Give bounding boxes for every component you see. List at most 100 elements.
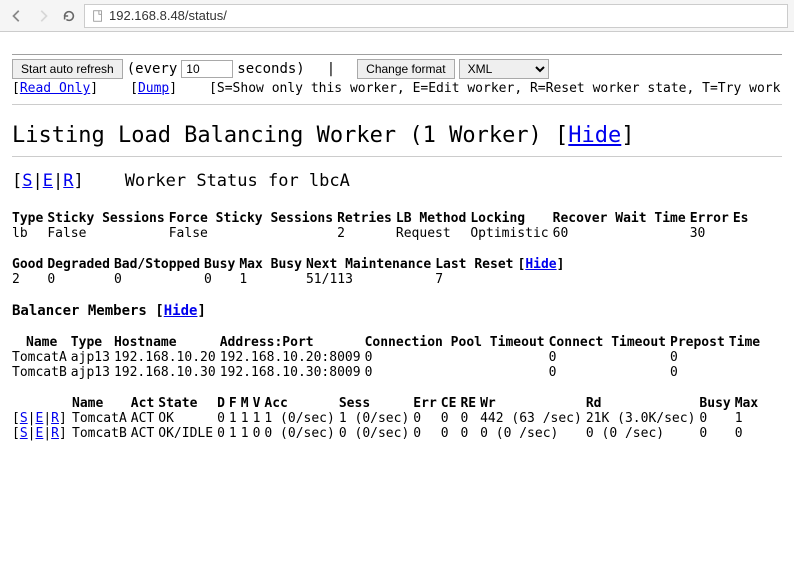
hide-health-link[interactable]: Hide [525, 257, 556, 272]
col-header: Type [71, 335, 114, 350]
cell: 0 (0/sec) [339, 426, 413, 441]
url-bar[interactable]: 192.168.8.48/status/ [84, 4, 788, 28]
hide-workers-link[interactable]: Hide [568, 123, 621, 148]
cell: ajp13 [71, 365, 114, 380]
cell: False [47, 226, 168, 241]
cell: 1 [241, 426, 253, 441]
worker-health-table: GoodDegradedBad/StoppedBusyMax BusyNext … [12, 257, 568, 287]
cell: 2 [12, 272, 47, 287]
cell [733, 226, 753, 241]
col-header: Name [12, 335, 71, 350]
cell: 0 [253, 426, 265, 441]
cell: 0 [460, 426, 480, 441]
cell: 0 [47, 272, 114, 287]
balancer-members-heading: Balancer Members [Hide] [12, 303, 782, 319]
worker-status-header: [S|E|R] Worker Status for lbcA [12, 171, 782, 191]
ser-e-link[interactable]: E [35, 411, 43, 426]
cell: 1 [239, 272, 306, 287]
cell: 192.168.10.20:8009 [220, 350, 365, 365]
col-header: D [217, 396, 229, 411]
cell: 0 (0/sec) [264, 426, 338, 441]
col-header: Good [12, 257, 47, 272]
format-select[interactable]: XML [459, 59, 549, 79]
forward-icon[interactable] [32, 5, 54, 27]
cell: 0 [413, 426, 440, 441]
col-header: Max Busy [239, 257, 306, 272]
col-header: Next Maintenance [306, 257, 435, 272]
change-format-button[interactable]: Change format [357, 59, 454, 79]
col-header: Sticky Sessions [47, 211, 168, 226]
cell: 192.168.10.30:8009 [220, 365, 365, 380]
col-header: Retries [337, 211, 396, 226]
col-header: M [241, 396, 253, 411]
col-header: Connect Timeout [549, 335, 670, 350]
dump-link[interactable]: Dump [138, 81, 169, 96]
cell: 0 [365, 350, 549, 365]
members-table: NameTypeHostnameAddress:PortConnection P… [12, 335, 764, 380]
cell: 0 [204, 272, 239, 287]
cell: 21K (3.0K/sec) [586, 411, 700, 426]
col-header: Busy [204, 257, 239, 272]
cell: 2 [337, 226, 396, 241]
col-header: Last Reset [435, 257, 517, 272]
legend-text: [S=Show only this worker, E=Edit worker,… [209, 81, 780, 96]
col-header: Busy [699, 396, 734, 411]
cell: 192.168.10.20 [114, 350, 220, 365]
refresh-interval-input[interactable] [181, 60, 233, 78]
reload-icon[interactable] [58, 5, 80, 27]
col-header: State [158, 396, 217, 411]
cell: 0 [735, 426, 762, 441]
col-header: Time [729, 335, 764, 350]
cell: Optimistic [470, 226, 552, 241]
col-header: Name [72, 396, 131, 411]
cell: ACT [131, 426, 158, 441]
ser-r-link[interactable]: R [51, 411, 59, 426]
col-header: F [229, 396, 241, 411]
page-title: Listing Load Balancing Worker (1 Worker)… [12, 123, 782, 148]
cell: False [169, 226, 337, 241]
separator: | [327, 61, 335, 77]
ser-s-link[interactable]: S [22, 171, 32, 191]
col-header: Recover Wait Time [553, 211, 690, 226]
col-header: Prepost [670, 335, 729, 350]
hide-members-link[interactable]: Hide [164, 303, 198, 319]
cell: 51/113 [306, 272, 435, 287]
cell: 0 [441, 426, 461, 441]
col-header: CE [441, 396, 461, 411]
cell: 0 [670, 350, 729, 365]
cell: 0 [699, 411, 734, 426]
col-header: Act [131, 396, 158, 411]
col-header: Address:Port [220, 335, 365, 350]
ser-s-link[interactable]: S [20, 426, 28, 441]
cell: Request [396, 226, 470, 241]
read-only-link[interactable]: Read Only [20, 81, 90, 96]
col-header: Error [690, 211, 733, 226]
cell: 0 [441, 411, 461, 426]
back-icon[interactable] [6, 5, 28, 27]
cell: 0 [460, 411, 480, 426]
ser-r-link[interactable]: R [63, 171, 73, 191]
ser-r-link[interactable]: R [51, 426, 59, 441]
col-header: Wr [480, 396, 586, 411]
cell: TomcatA [12, 350, 71, 365]
cell: 1 [229, 411, 241, 426]
stats-table: NameActStateDFMVAccSessErrCEREWrRdBusyMa… [12, 396, 762, 441]
cell: 0 [114, 272, 204, 287]
cell: 192.168.10.30 [114, 365, 220, 380]
col-header: Force Sticky Sessions [169, 211, 337, 226]
ser-e-link[interactable]: E [43, 171, 53, 191]
cell: 1 (0/sec) [339, 411, 413, 426]
every-label: (every [127, 61, 178, 77]
ser-e-link[interactable]: E [35, 426, 43, 441]
ser-s-link[interactable]: S [20, 411, 28, 426]
cell: 30 [690, 226, 733, 241]
url-text: 192.168.8.48/status/ [109, 8, 227, 23]
col-header: Err [413, 396, 440, 411]
cell: lb [12, 226, 47, 241]
start-auto-refresh-button[interactable]: Start auto refresh [12, 59, 123, 79]
cell: 0 [549, 365, 670, 380]
col-header: RE [460, 396, 480, 411]
cell: 60 [553, 226, 690, 241]
col-header: Sess [339, 396, 413, 411]
col-header: Type [12, 211, 47, 226]
